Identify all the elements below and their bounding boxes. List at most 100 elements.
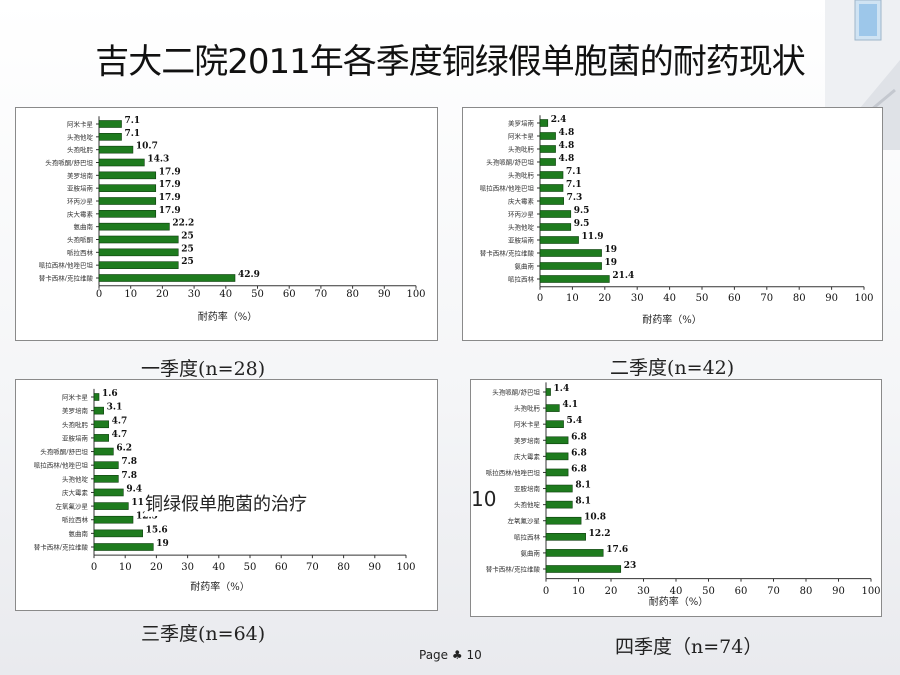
x-tick-label: 20 bbox=[150, 562, 163, 573]
category-label: 庆大霉素 bbox=[62, 488, 89, 497]
data-label: 9.4 bbox=[126, 484, 142, 494]
category-label: 头孢吡肟 bbox=[508, 171, 535, 180]
x-tick-label: 50 bbox=[251, 289, 264, 300]
x-tick-label: 70 bbox=[315, 289, 328, 300]
category-label: 头孢哌酮 bbox=[67, 235, 94, 244]
category-label: 阿米卡星 bbox=[508, 132, 535, 141]
category-label: 头孢吡肟 bbox=[514, 404, 541, 413]
bar bbox=[93, 393, 100, 401]
bar bbox=[539, 132, 556, 140]
chart-q4: 头孢哌酮/舒巴坦 1.4 头孢吡肟 4.1 阿米卡星 5.4 美罗培南 6.8 庆大霉素 6.8 哌… bbox=[486, 382, 881, 608]
bar bbox=[93, 543, 154, 551]
chart-panel-q2: 美罗培南 2.4 阿米卡星 4.8 头孢吡肟 4.8 头孢哌酮/舒巴坦 4.8 头孢吡肟 7.1 哌… bbox=[462, 107, 883, 341]
data-label: 4.8 bbox=[559, 154, 575, 164]
bar bbox=[98, 248, 179, 257]
category-label: 氨曲南 bbox=[69, 529, 89, 538]
data-label: 25 bbox=[181, 244, 194, 254]
bar bbox=[545, 388, 551, 396]
bar bbox=[93, 515, 134, 524]
x-tick-label: 40 bbox=[212, 562, 225, 573]
data-label: 6.8 bbox=[571, 464, 587, 474]
bar bbox=[98, 158, 145, 167]
bar bbox=[539, 158, 556, 166]
x-tick-label: 10 bbox=[124, 289, 137, 300]
category-label: 美罗培南 bbox=[508, 119, 535, 128]
x-tick-label: 100 bbox=[406, 289, 425, 300]
bar bbox=[539, 171, 564, 179]
x-tick-label: 10 bbox=[566, 293, 579, 304]
data-label: 7.3 bbox=[567, 193, 583, 203]
bar bbox=[545, 533, 586, 541]
x-axis-label: 耐药率（%） bbox=[642, 313, 702, 326]
x-tick-label: 10 bbox=[572, 586, 585, 597]
bar bbox=[539, 145, 556, 153]
bar bbox=[98, 120, 122, 128]
x-tick-label: 90 bbox=[368, 562, 381, 573]
data-label: 25 bbox=[181, 257, 194, 267]
data-label: 4.7 bbox=[112, 416, 128, 426]
x-tick-label: 90 bbox=[825, 293, 838, 304]
x-tick-label: 30 bbox=[631, 293, 644, 304]
bar bbox=[98, 145, 134, 154]
x-tick-label: 60 bbox=[728, 293, 741, 304]
bar bbox=[545, 549, 604, 557]
category-label: 阿米卡星 bbox=[514, 420, 541, 429]
category-label: 氨曲南 bbox=[515, 262, 535, 271]
bar bbox=[539, 210, 572, 218]
data-label: 17.9 bbox=[159, 206, 181, 216]
x-tick-label: 60 bbox=[275, 562, 288, 573]
category-label: 环丙沙星 bbox=[67, 198, 94, 206]
chart-q3: 阿米卡星 1.6 美罗培南 3.1 头孢吡肟 4.7 亚胺培南 4.7 头孢哌酮/舒巴坦 6.2 哌… bbox=[34, 388, 416, 593]
bar bbox=[98, 261, 179, 269]
x-tick-label: 100 bbox=[396, 562, 415, 573]
chart-panel-q4: 头孢哌酮/舒巴坦 1.4 头孢吡肟 4.1 阿米卡星 5.4 美罗培南 6.8 庆大霉素 6.8 哌… bbox=[470, 379, 882, 617]
category-label: 替卡西林/克拉维酸 bbox=[39, 274, 94, 283]
data-label: 8.1 bbox=[575, 481, 591, 491]
bar bbox=[93, 475, 119, 483]
data-label: 6.2 bbox=[116, 444, 132, 454]
category-label: 庆大霉素 bbox=[67, 209, 94, 218]
category-label: 左氧氟沙星 bbox=[508, 516, 541, 525]
category-label: 哌拉西林 bbox=[67, 248, 94, 257]
bar bbox=[93, 529, 143, 538]
category-label: 氨曲南 bbox=[521, 548, 541, 557]
x-tick-label: 70 bbox=[760, 293, 773, 304]
data-label: 17.9 bbox=[159, 193, 181, 203]
page-number: Page ♣ 10 bbox=[419, 648, 482, 662]
data-label: 23 bbox=[624, 561, 637, 571]
bar bbox=[98, 133, 122, 141]
x-tick-label: 50 bbox=[696, 293, 709, 304]
x-tick-label: 0 bbox=[96, 289, 102, 300]
x-tick-label: 80 bbox=[793, 293, 806, 304]
data-label: 14.3 bbox=[147, 155, 169, 165]
data-label: 2.4 bbox=[551, 115, 567, 125]
x-tick-label: 60 bbox=[283, 289, 296, 300]
chart-q2: 美罗培南 2.4 阿米卡星 4.8 头孢吡肟 4.8 头孢哌酮/舒巴坦 4.8 头孢吡肟 7.1 哌… bbox=[480, 115, 874, 326]
data-label: 11.9 bbox=[582, 232, 604, 242]
data-label: 12.2 bbox=[589, 529, 611, 539]
category-label: 哌拉西林/他唑巴坦 bbox=[39, 261, 94, 270]
caption-q3: 三季度(n=64) bbox=[141, 623, 266, 645]
bar bbox=[545, 452, 569, 461]
x-axis-label: 耐药率（%） bbox=[198, 310, 258, 323]
bar bbox=[545, 404, 560, 412]
bar bbox=[539, 236, 579, 244]
bar bbox=[98, 210, 157, 218]
bar bbox=[93, 461, 119, 469]
category-label: 庆大霉素 bbox=[514, 452, 541, 461]
bar bbox=[539, 223, 572, 231]
data-label: 7.1 bbox=[125, 116, 141, 126]
data-label: 19 bbox=[156, 539, 169, 549]
bar bbox=[539, 275, 610, 283]
x-tick-label: 80 bbox=[346, 289, 359, 300]
x-tick-label: 60 bbox=[735, 586, 748, 597]
category-label: 阿米卡星 bbox=[67, 120, 94, 129]
x-tick-label: 40 bbox=[219, 289, 232, 300]
overlay-number: 10 bbox=[471, 487, 497, 511]
data-label: 4.8 bbox=[559, 128, 575, 138]
category-label: 替卡西林/克拉维酸 bbox=[480, 249, 535, 258]
data-label: 22.2 bbox=[172, 219, 194, 229]
bar bbox=[539, 184, 564, 192]
bar bbox=[98, 171, 157, 180]
x-tick-label: 30 bbox=[637, 586, 650, 597]
